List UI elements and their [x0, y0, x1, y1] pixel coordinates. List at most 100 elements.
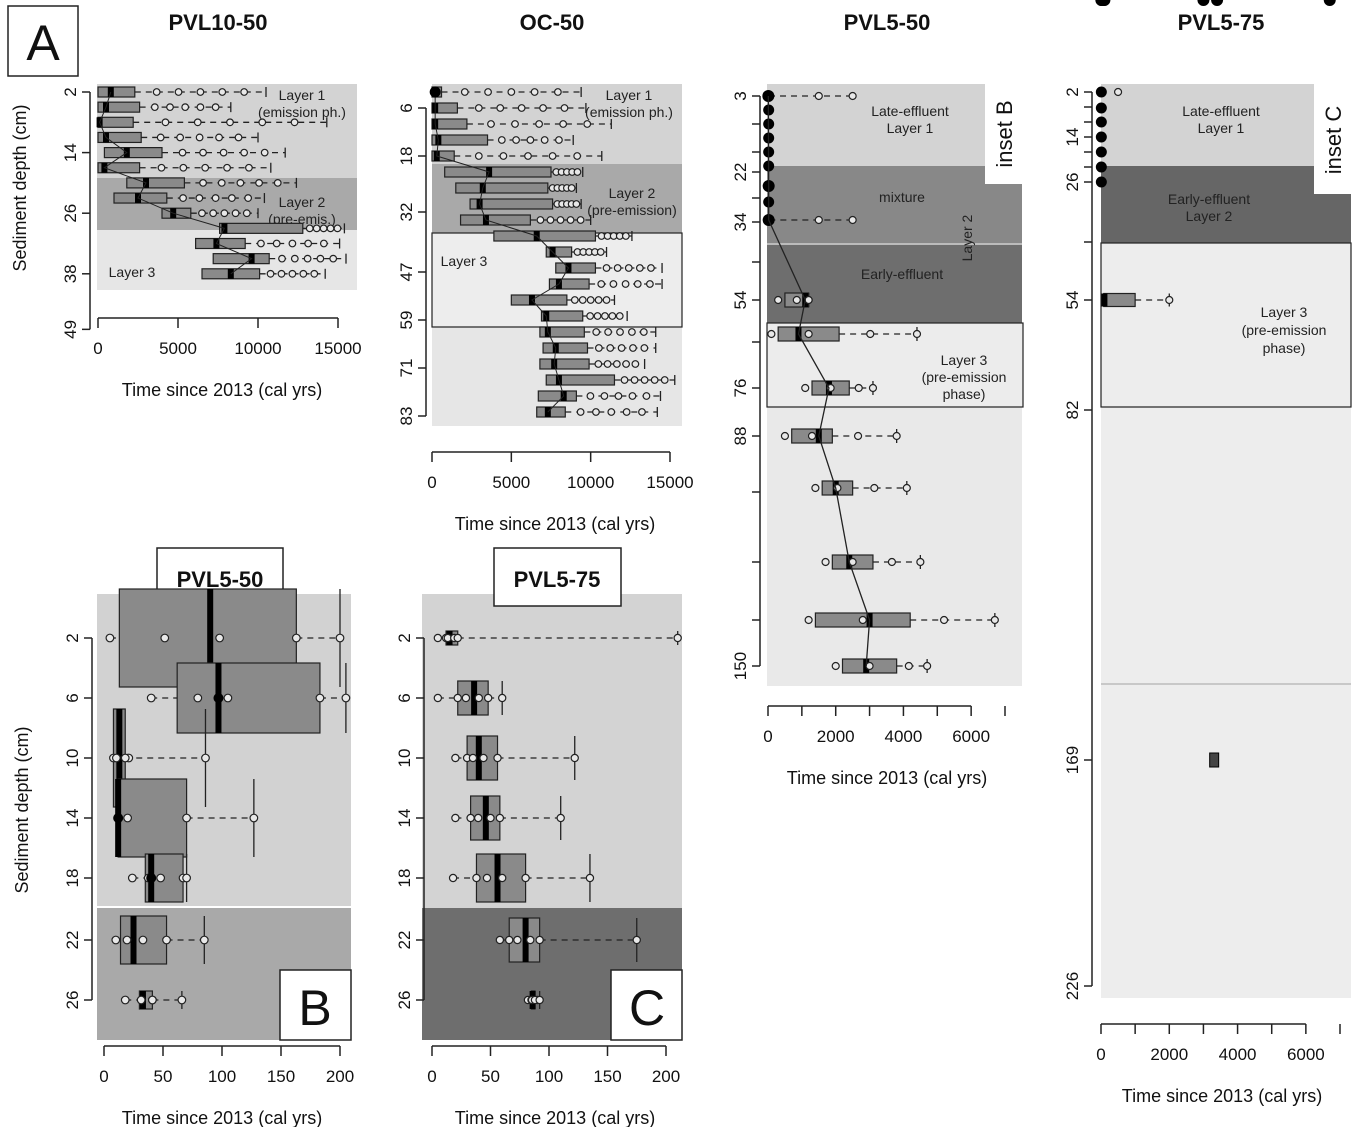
y-tick-label: 54 [731, 291, 750, 310]
box-iqr [97, 101, 141, 113]
x-tick-label: 50 [154, 1067, 173, 1086]
layer-1-label: Layer 1 [887, 120, 934, 136]
sample-point [273, 178, 282, 187]
sample-point [242, 209, 251, 218]
chart-title: PVL5-75 [1178, 10, 1265, 35]
data-point [1211, 0, 1224, 6]
sample-point [196, 88, 205, 96]
y-tick-label: 26 [395, 991, 414, 1010]
layer-3-label: phase) [1263, 340, 1306, 356]
sample-point [559, 120, 568, 128]
chart-title: OC-50 [520, 10, 585, 35]
sample-point [495, 935, 505, 945]
chart-title: PVL5-50 [844, 10, 931, 35]
sample-point [616, 328, 624, 336]
sample-point [211, 103, 220, 112]
sample-point [870, 483, 879, 493]
sample-point [272, 239, 281, 248]
sample-point [474, 152, 483, 160]
x-axis-label: Time since 2013 (cal yrs) [455, 1108, 655, 1127]
sample-point [539, 104, 547, 112]
sample-point [177, 995, 187, 1005]
layer-3-label: Layer 3 [941, 352, 988, 368]
sample-point [592, 328, 601, 336]
y-tick-label: 22 [395, 931, 414, 950]
box-iqr [536, 406, 566, 418]
mean-point [1095, 176, 1107, 188]
sample-point [176, 133, 185, 142]
box-median [494, 854, 501, 902]
sample-point [526, 935, 535, 945]
trend-line [767, 95, 871, 667]
sample-point [990, 615, 999, 625]
sample-point [853, 431, 863, 441]
sample-point [614, 392, 623, 400]
layer-1-label: (emission ph.) [258, 104, 346, 120]
sample-point [433, 633, 443, 643]
layer-3-label: (pre-emission [922, 369, 1007, 385]
sample-point [555, 136, 563, 144]
inset-c-label: inset C [1321, 106, 1346, 175]
sample-point [774, 295, 783, 305]
sample-point [211, 194, 220, 202]
sample-point [123, 813, 132, 823]
x-tick-label: 15000 [314, 339, 361, 358]
sample-point [650, 376, 659, 384]
box-iqr [212, 253, 270, 265]
trend-line [434, 92, 570, 413]
mean-point [1095, 102, 1107, 114]
y-tick-label: 18 [395, 869, 414, 888]
sample-point [814, 91, 823, 101]
sample-point [223, 693, 233, 703]
sample-point [474, 104, 483, 112]
x-tick-label: 15000 [646, 473, 693, 492]
box-iqr [195, 237, 246, 250]
x-tick-label: 100 [535, 1067, 563, 1086]
layer-1-label: Layer 1 [1198, 120, 1245, 136]
sample-point [566, 216, 575, 224]
layer-2-label: (pre-emission) [587, 202, 676, 218]
sample-point [602, 296, 611, 304]
x-tick-label: 4000 [885, 727, 923, 746]
x-tick-label: 4000 [1219, 1045, 1257, 1064]
x-tick-label: 0 [427, 1067, 436, 1086]
x-tick-label: 0 [763, 727, 772, 746]
sample-point [546, 216, 555, 224]
chart-title: PVL10-50 [168, 10, 267, 35]
sample-point [622, 408, 631, 416]
sample-point [156, 133, 165, 142]
sample-point [303, 254, 312, 263]
sample-point [576, 216, 585, 224]
sample-point [535, 120, 543, 128]
layer-1-band [422, 594, 682, 908]
data-point [1323, 0, 1336, 6]
sample-point [570, 296, 579, 304]
sample-point [600, 392, 609, 400]
sample-point [524, 152, 532, 160]
mean-point [1095, 161, 1107, 173]
x-tick-label: 0 [99, 1067, 108, 1086]
sample-point [333, 224, 342, 233]
sample-point [594, 296, 603, 304]
panel-letter-box [610, 969, 683, 1041]
box-iqr [219, 222, 304, 234]
sample-point [548, 152, 557, 160]
sample-point [335, 633, 345, 643]
y-tick-label: 2 [395, 633, 414, 642]
sample-point [633, 280, 642, 288]
sample-point [868, 383, 878, 393]
layer-2-label: Layer 2 [1186, 208, 1233, 224]
panel-letter-a: A [26, 15, 60, 71]
mean-point [213, 693, 224, 703]
sample-point [647, 264, 655, 272]
y-tick-label: 10 [395, 749, 414, 768]
y-tick-label: 32 [397, 203, 416, 222]
sample-point [258, 118, 267, 127]
inset-b-tab [985, 84, 1022, 184]
sample-point [916, 557, 925, 567]
sample-point [858, 615, 867, 625]
sample-point [848, 215, 857, 225]
sample-point [511, 120, 519, 128]
layer-3-label: Layer 3 [441, 253, 488, 269]
